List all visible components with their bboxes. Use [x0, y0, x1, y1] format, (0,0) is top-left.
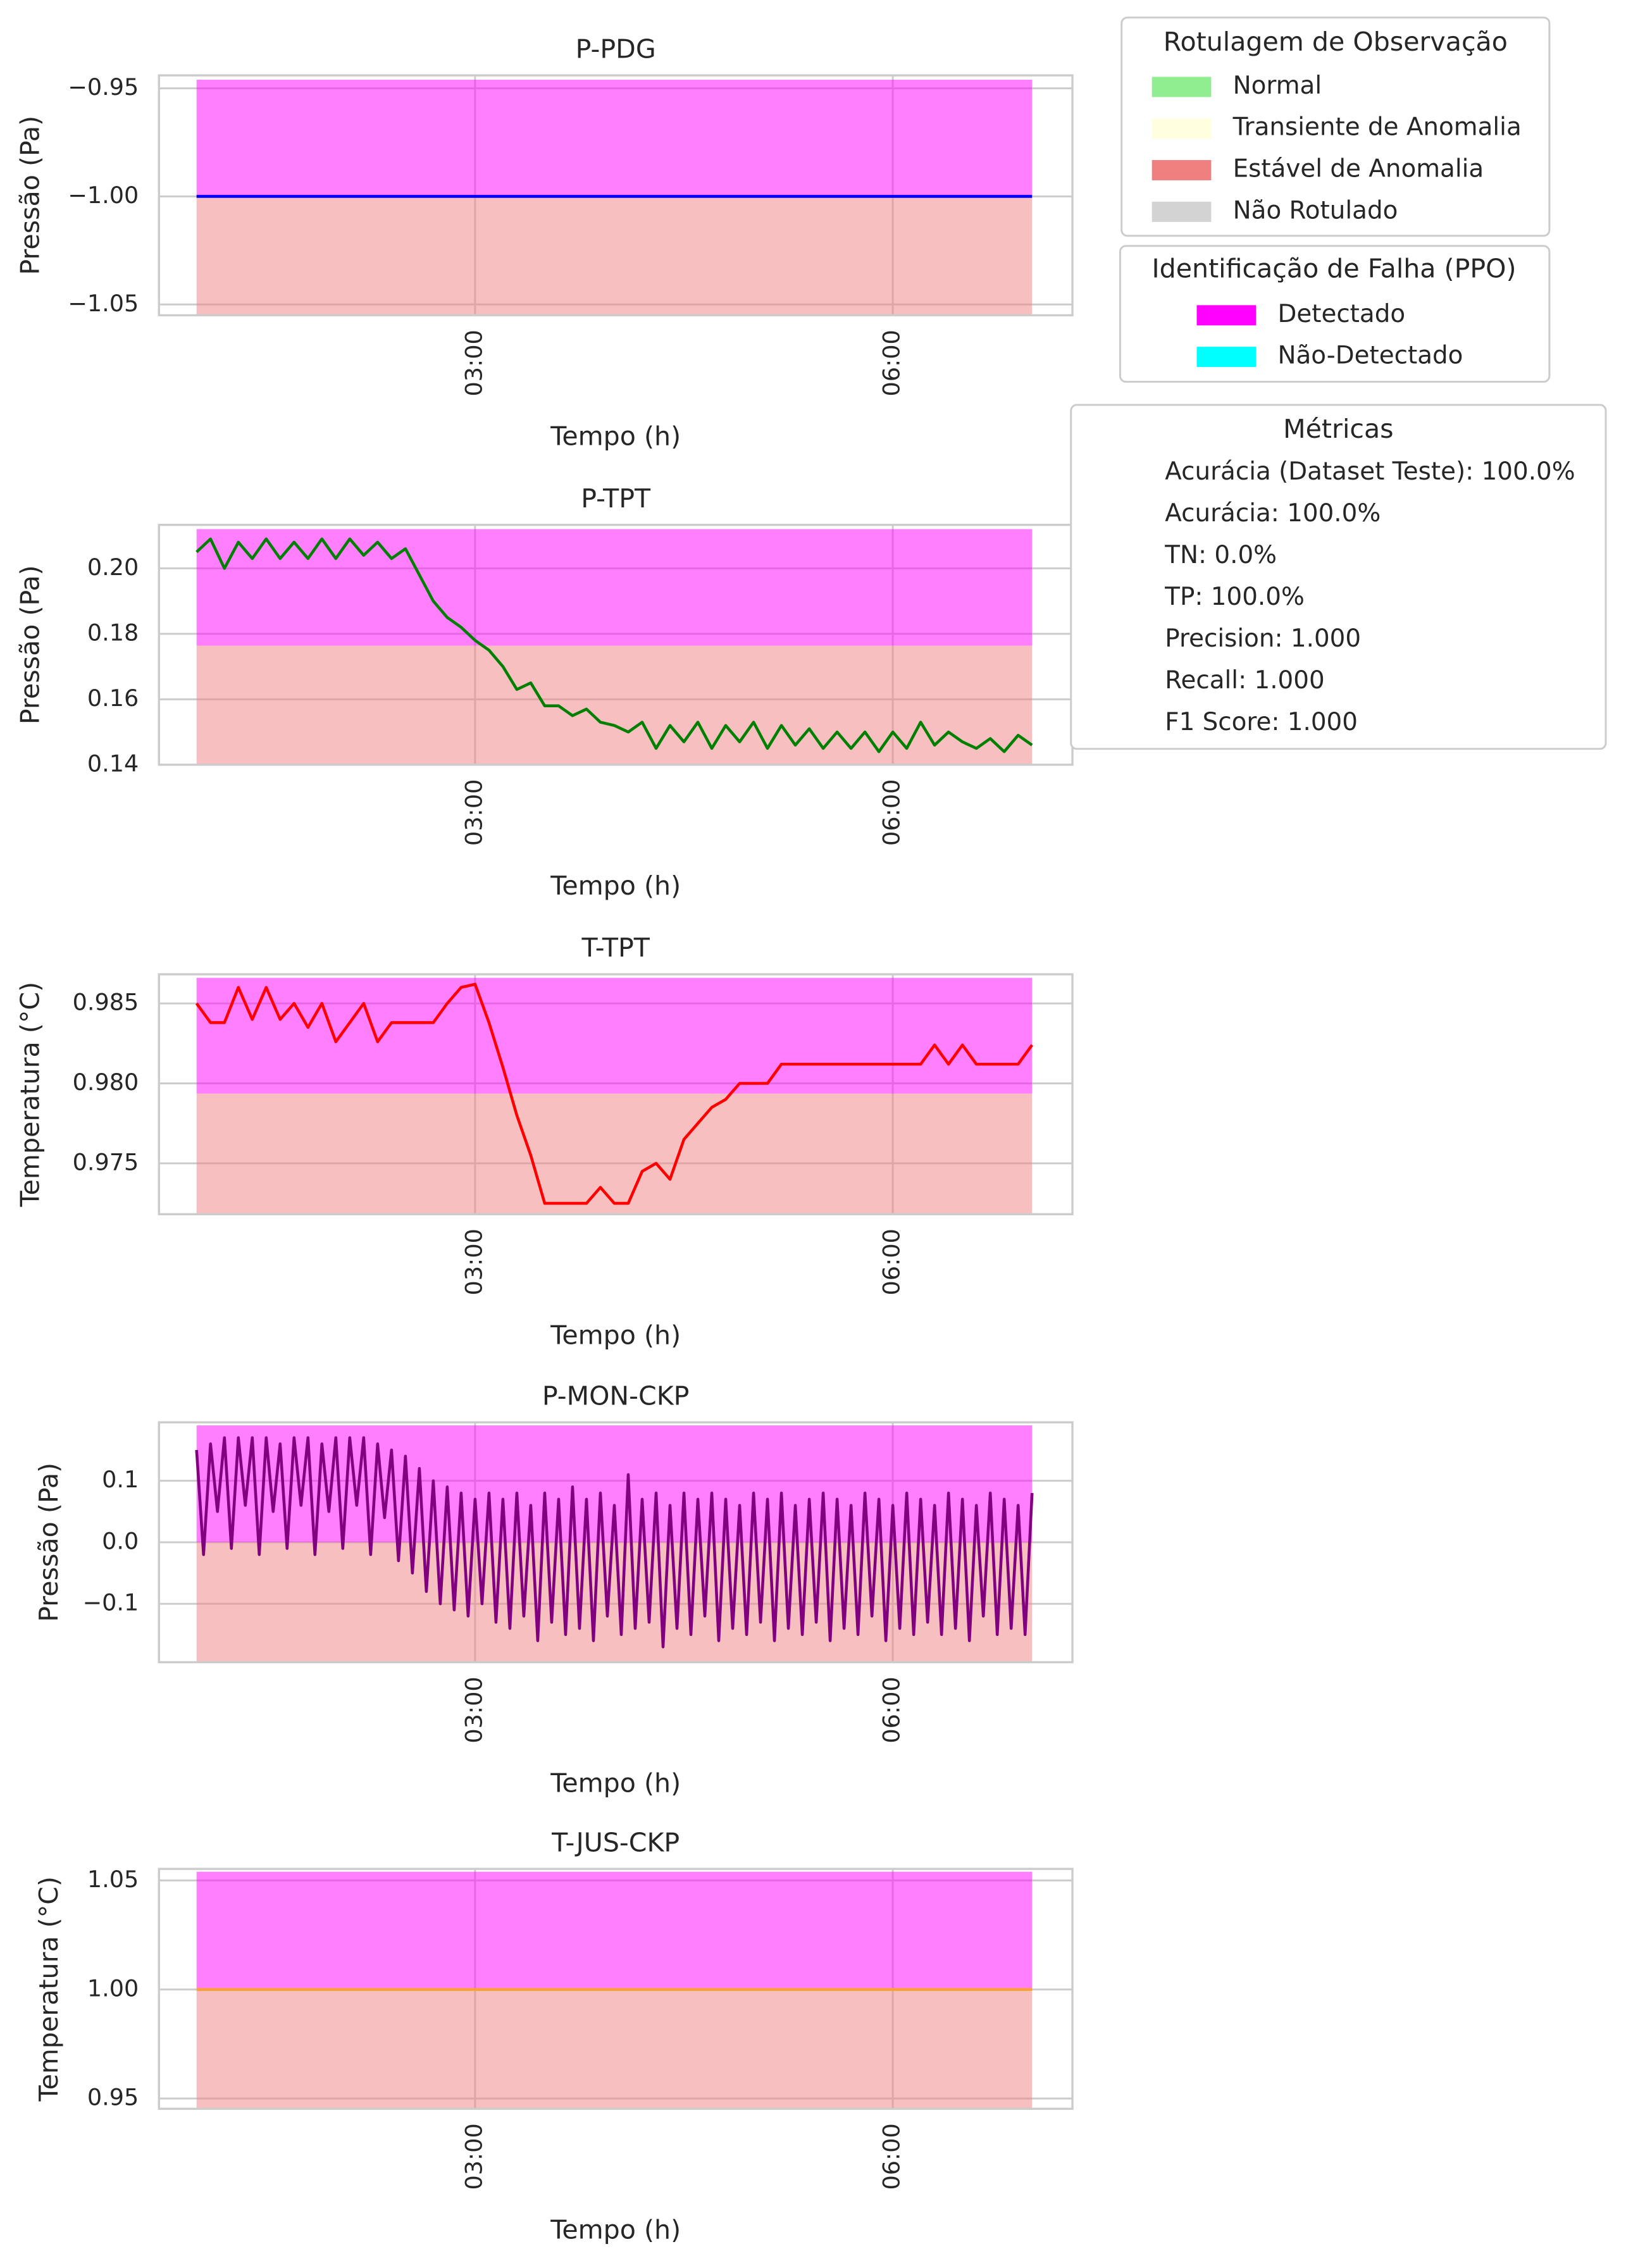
metrics-frame — [1070, 404, 1607, 750]
y-axis-label: Temperatura (°C) — [34, 1876, 64, 2102]
legend: Rotulagem de Observação Normal Transiente … — [1120, 16, 1551, 237]
axes-frame — [158, 1421, 1074, 1664]
metrics-box: Métricas Acurácia (Dataset Teste): 100.0%… — [1070, 404, 1607, 750]
series-line — [195, 1436, 1034, 1649]
x-tick-label: 06:00 — [878, 330, 905, 396]
y-tick-label: 0.95 — [87, 2084, 139, 2111]
metrics-line: Acurácia: 100.0% — [1165, 499, 1381, 528]
axes-frame — [158, 973, 1074, 1216]
y-tick-label: 1.05 — [87, 1866, 139, 1893]
y-tick-label: −0.95 — [68, 73, 139, 101]
y-tick-label: 0.20 — [87, 554, 139, 581]
legend-box — [1120, 16, 1551, 237]
subplot-title: T-TPT — [581, 933, 650, 963]
legend-label: Estável de Anomalia — [1233, 155, 1484, 183]
legend-label: Não-Detectado — [1277, 342, 1463, 370]
series-line — [195, 982, 1034, 1205]
y-tick-label: 1.00 — [87, 1974, 139, 2002]
region — [196, 1871, 1033, 1990]
y-tick-label: 0.980 — [73, 1069, 139, 1096]
metrics-line: Precision: 1.000 — [1165, 624, 1361, 653]
x-axis-label: Tempo (h) — [550, 1768, 681, 1799]
legend-title: Identificação de Falha (PPO) — [1152, 254, 1517, 284]
legend-label: Não Rotulado — [1233, 196, 1398, 225]
axes-frame — [158, 1868, 1074, 2110]
region — [196, 529, 1033, 646]
axes-frame — [158, 74, 1074, 317]
subplot-title: P-MON-CKP — [542, 1380, 690, 1411]
y-tick-label: 0.16 — [87, 685, 139, 712]
subplot: T-TPT 03:00 06:00 0.975 0.980 0.985 Tempo (h) T… — [15, 933, 1074, 1350]
region — [196, 1989, 1033, 2109]
legend: Identificação de Falha (PPO) Detectado Não… — [1119, 245, 1551, 383]
metrics-line: Acurácia (Dataset Teste): 100.0% — [1165, 457, 1575, 486]
y-tick-label: −1.00 — [68, 182, 139, 209]
legend-label: Transiente de Anomalia — [1232, 113, 1522, 142]
region — [196, 196, 1033, 316]
x-tick-label: 06:00 — [878, 779, 905, 846]
region — [196, 79, 1033, 197]
x-tick-label: 03:00 — [460, 1676, 487, 1743]
y-axis-label: Pressão (Pa) — [34, 1463, 64, 1622]
subplot-title: P-TPT — [581, 483, 651, 514]
metrics-line: Recall: 1.000 — [1165, 666, 1324, 695]
x-axis-label: Tempo (h) — [550, 421, 681, 452]
y-axis-label: Temperatura (°C) — [15, 982, 45, 1208]
subplot: P-TPT 03:00 06:00 0.14 0.16 0.18 0.20 Tempo (h)… — [15, 483, 1074, 901]
y-axis-label: Pressão (Pa) — [15, 565, 45, 724]
legend-swatch — [1151, 77, 1212, 97]
subplot-title: T-JUS-CKP — [551, 1827, 680, 1857]
legend-title: Rotulagem de Observação — [1164, 27, 1508, 57]
legend-swatch — [1151, 118, 1212, 139]
y-tick-label: 0.1 — [102, 1466, 139, 1493]
subplot-title: P-PDG — [576, 34, 656, 64]
metrics-line: F1 Score: 1.000 — [1165, 708, 1358, 736]
region — [196, 977, 1033, 1094]
subplot: T-JUS-CKP 03:00 06:00 0.95 1.00 1.05 Tempo (h)… — [34, 1827, 1074, 2245]
x-tick-label: 03:00 — [460, 1229, 487, 1295]
x-tick-label: 06:00 — [878, 1676, 905, 1743]
y-tick-label: 0.0 — [102, 1527, 139, 1554]
y-tick-label: −1.05 — [68, 290, 139, 317]
metrics-line: TN: 0.0% — [1164, 541, 1277, 569]
x-tick-label: 06:00 — [878, 2123, 905, 2190]
region — [196, 1542, 1033, 1663]
subplot: P-MON-CKP 03:00 06:00 −0.1 0.0 0.1 Tempo (h) Pr… — [34, 1380, 1074, 1799]
x-axis-label: Tempo (h) — [550, 871, 681, 901]
region — [196, 645, 1033, 765]
subplot: P-PDG 03:00 06:00 −0.95 −1.00 −1.05 Tempo (h) P… — [15, 34, 1074, 452]
x-axis-label: Tempo (h) — [550, 2215, 681, 2245]
legend-label: Normal — [1233, 71, 1322, 100]
legend-swatch — [1151, 160, 1212, 180]
metrics-line: TP: 100.0% — [1164, 583, 1305, 611]
series-line — [195, 537, 1033, 753]
y-tick-label: 0.18 — [87, 619, 139, 646]
x-tick-label: 03:00 — [460, 779, 487, 846]
metrics-title: Métricas — [1283, 414, 1393, 444]
x-tick-label: 06:00 — [878, 1229, 905, 1295]
region — [196, 1093, 1033, 1215]
legend-swatch — [1151, 201, 1212, 222]
legend-swatch — [1196, 347, 1257, 368]
legend-swatch — [1196, 305, 1257, 326]
y-tick-label: 0.975 — [73, 1148, 139, 1175]
y-axis-label: Pressão (Pa) — [15, 116, 45, 275]
x-axis-label: Tempo (h) — [550, 1320, 681, 1350]
x-tick-label: 03:00 — [460, 330, 487, 396]
y-tick-label: 0.985 — [73, 989, 139, 1016]
y-tick-label: 0.14 — [87, 750, 139, 777]
x-tick-label: 03:00 — [460, 2123, 487, 2190]
y-tick-label: −0.1 — [83, 1589, 139, 1616]
legend-label: Detectado — [1277, 300, 1405, 328]
